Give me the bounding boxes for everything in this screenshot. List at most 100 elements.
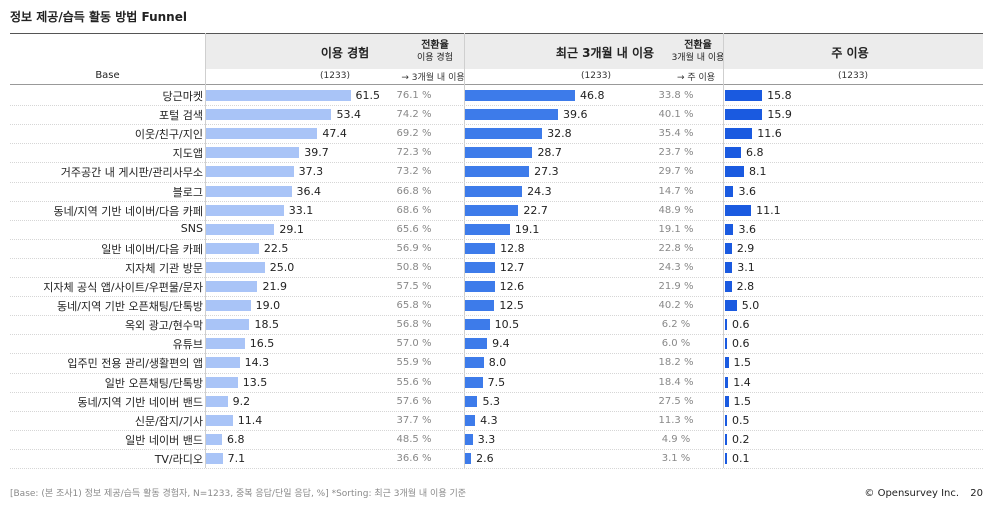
- conversion-rate: 29.7 %: [658, 166, 694, 178]
- bar-main-use: [725, 147, 741, 159]
- row-divider: [10, 105, 983, 107]
- conversion-rate: 14.7 %: [658, 185, 694, 197]
- value-label: 39.6: [563, 108, 588, 122]
- bar-experience: [206, 109, 332, 121]
- value-label: 53.4: [336, 108, 361, 122]
- conversion-rate: 55.9 %: [396, 357, 432, 369]
- column-divider: [723, 33, 724, 468]
- row-divider: [10, 296, 983, 298]
- bar-main-use: [725, 204, 752, 216]
- value-label: 10.5: [494, 318, 520, 332]
- bar-main-use: [725, 223, 734, 235]
- row-label: 일반 네이버 밴드: [125, 433, 203, 447]
- header-conversion-2-to: → 주 이용: [676, 73, 716, 83]
- bar-experience: [206, 300, 251, 312]
- bar-experience: [206, 166, 294, 178]
- value-label: 22.5: [263, 241, 289, 255]
- conversion-rate: 76.1 %: [396, 90, 432, 101]
- value-label: 11.4: [237, 413, 263, 427]
- row-label: 일반 네이버/다음 카페: [101, 242, 203, 256]
- value-label: 4.3: [480, 413, 498, 427]
- header-conversion-1-from: 이용 경험: [417, 53, 453, 63]
- row-divider: [10, 315, 983, 317]
- conversion-rate: 23.7 %: [658, 147, 694, 159]
- conversion-rate: 27.5 %: [658, 395, 694, 407]
- conversion-rate: 56.8 %: [396, 319, 432, 331]
- bar-recent: [465, 452, 472, 464]
- row-label: 블로그: [172, 185, 203, 199]
- bar-recent: [465, 166, 530, 178]
- bar-main-use: [725, 109, 763, 121]
- bar-main-use: [725, 166, 745, 178]
- value-label: 33.1: [288, 203, 314, 217]
- column-divider: [205, 33, 206, 468]
- conversion-rate: 57.0 %: [396, 338, 432, 350]
- conversion-rate: 57.6 %: [396, 395, 432, 407]
- row-label: 신문/잡지/기사: [134, 414, 203, 428]
- conversion-rate: 21.9 %: [658, 281, 694, 292]
- header-main-bg: [724, 33, 983, 69]
- value-label: 2.9: [736, 241, 755, 255]
- value-label: 9.2: [232, 394, 251, 408]
- value-label: 0.2: [732, 432, 750, 446]
- row-label: 동네/지역 기반 네이버 밴드: [77, 395, 203, 409]
- bar-main-use: [725, 90, 763, 101]
- bar-recent: [465, 147, 533, 159]
- value-label: 24.3: [527, 184, 552, 198]
- conversion-rate: 18.2 %: [658, 357, 694, 369]
- row-label: 동네/지역 기반 오픈채팅/단톡방: [57, 300, 203, 314]
- row-divider: [10, 429, 983, 431]
- row-divider: [10, 410, 983, 412]
- conversion-rate: 11.3 %: [658, 414, 694, 426]
- row-label: 지자체 기관 방문: [125, 261, 203, 275]
- value-label: 47.4: [322, 127, 347, 141]
- row-divider: [10, 238, 983, 240]
- page-title: 정보 제공/습득 활동 방법 Funnel: [10, 10, 187, 24]
- header-conversion-1-to: → 3개월 내 이용: [401, 73, 465, 83]
- row-divider: [10, 391, 983, 393]
- conversion-rate: 56.9 %: [396, 242, 432, 254]
- value-label: 1.5: [733, 394, 752, 408]
- bar-recent: [465, 414, 476, 426]
- header-experience: 이용 경험: [320, 46, 370, 60]
- bar-experience: [206, 185, 292, 197]
- value-label: 28.7: [537, 146, 562, 160]
- value-label: 6.8: [745, 146, 764, 160]
- value-label: 19.0: [255, 299, 281, 313]
- base-n-main: (1233): [838, 71, 868, 81]
- value-label: 0.6: [732, 337, 750, 351]
- value-label: 3.6: [738, 222, 756, 236]
- value-label: 12.7: [499, 260, 525, 274]
- row-label: 거주공간 내 게시판/관리사무소: [60, 166, 203, 180]
- bar-main-use: [725, 300, 737, 312]
- conversion-rate: 50.8 %: [396, 261, 432, 273]
- row-label: 당근마켓: [162, 90, 203, 103]
- brand-name: © Opensurvey Inc.: [864, 488, 960, 499]
- bar-recent: [465, 281, 495, 292]
- value-label: 5.0: [741, 299, 760, 313]
- conversion-rate: 68.6 %: [396, 204, 432, 216]
- conversion-rate: 55.6 %: [396, 376, 432, 388]
- bar-main-use: [725, 376, 729, 388]
- header-conversion-2-title: 전환율: [684, 40, 712, 51]
- value-label: 19.1: [514, 222, 540, 236]
- value-label: 39.7: [304, 146, 329, 160]
- row-divider: [10, 372, 983, 374]
- value-label: 5.3: [482, 394, 500, 408]
- row-divider: [10, 124, 983, 126]
- row-divider: [10, 181, 983, 183]
- base-label: Base: [95, 70, 120, 81]
- row-divider: [10, 219, 983, 221]
- bar-experience: [206, 242, 259, 254]
- row-label: TV/라디오: [154, 452, 203, 466]
- header-conversion-2: 전환율 3개월 내 이용: [648, 40, 748, 64]
- value-label: 11.1: [756, 203, 781, 217]
- conversion-rate: 4.9 %: [661, 433, 691, 445]
- bar-experience: [206, 147, 300, 159]
- column-divider: [464, 33, 465, 468]
- bar-experience: [206, 395, 228, 407]
- bar-recent: [465, 90, 575, 101]
- row-divider: [10, 334, 983, 336]
- bar-experience: [206, 281, 258, 292]
- row-divider: [10, 143, 983, 145]
